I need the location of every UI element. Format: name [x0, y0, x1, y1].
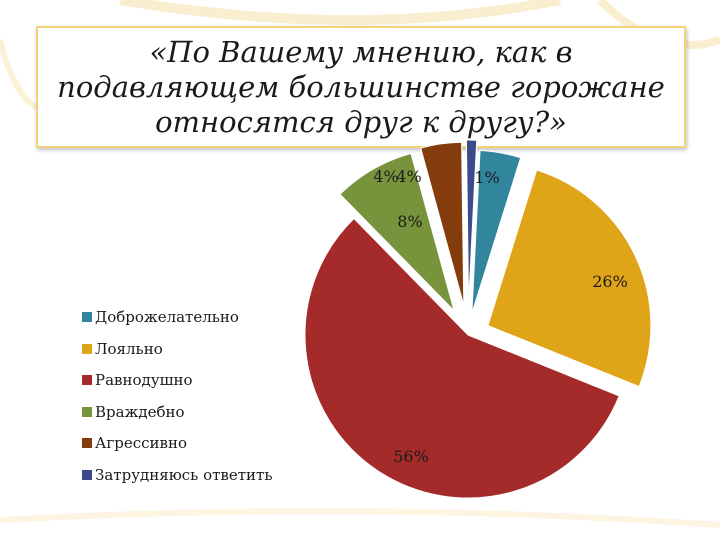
legend-item-vrazhdebno: Враждебно [82, 403, 185, 421]
pie-slice-vrazhdebno [339, 152, 456, 313]
decor-curve-bottom [0, 508, 720, 528]
legend-swatch [82, 343, 92, 354]
legend-item-zatrudnyayus: Затрудняюсь ответить [82, 466, 273, 484]
legend-item-ravnodushno: Равнодушно [82, 371, 193, 389]
legend-swatch [82, 312, 92, 322]
legend-label: Равнодушно [95, 371, 193, 389]
data-label-agressivno: 4% [396, 167, 421, 186]
pie-slice-loyalno [487, 169, 652, 388]
legend-label: Враждебно [95, 402, 185, 421]
legend-label: Лояльно [95, 339, 163, 358]
data-label-loyalno: 26% [592, 272, 628, 291]
legend-item-agressivno: Агрессивно [82, 434, 187, 452]
legend-label: Затрудняюсь ответить [95, 465, 273, 484]
legend-item-dobrozhelatelno: Доброжелательно [82, 308, 239, 326]
legend-item-loyalno: Лояльно [82, 340, 163, 358]
legend-label: Агрессивно [95, 434, 187, 452]
pie-slice-dobrozhelatelno [471, 150, 522, 314]
legend-label: Доброжелательно [95, 308, 239, 326]
pie-slice-agressivno [420, 141, 465, 306]
title-box: «По Вашему мнению, как в подавляющем бол… [36, 26, 686, 148]
data-label-zatrudnyayus: 1% [474, 168, 499, 187]
pie-slice-zatrudnyayus [465, 139, 478, 304]
legend-swatch [82, 406, 92, 417]
data-label-ravnodushno: 56% [393, 447, 429, 466]
data-label-dobrozhelatelno: 4% [373, 167, 398, 186]
legend-swatch [82, 469, 92, 480]
decor-curve-top [119, 0, 561, 25]
pie-slice-ravnodushno [304, 217, 620, 499]
slide-title: «По Вашему мнению, как в подавляющем бол… [57, 34, 665, 139]
data-label-vrazhdebno: 8% [397, 212, 422, 231]
legend-swatch [82, 438, 92, 448]
legend-swatch [82, 375, 92, 385]
